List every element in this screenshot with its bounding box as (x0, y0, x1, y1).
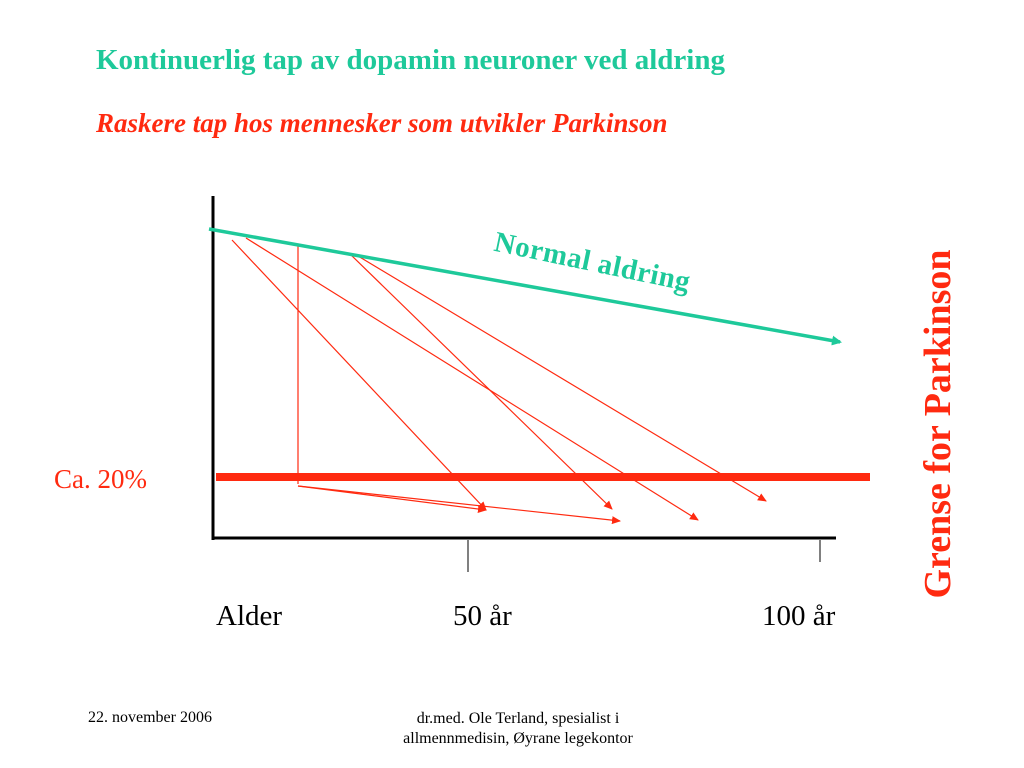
decline-arrow-3 (231, 239, 487, 511)
footer-author-line2: allmennmedisin, Øyrane legekontor (403, 730, 633, 747)
footer-author: dr.med. Ole Terland, spesialist i allmen… (368, 709, 668, 749)
footer-author-line1: dr.med. Ole Terland, spesialist i (416, 710, 620, 727)
footer-date: 22. november 2006 (88, 709, 212, 726)
decline-arrow-6 (357, 255, 767, 502)
slide-subtitle: Raskere tap hos mennesker som utvikler P… (96, 108, 668, 138)
decline-arrow-4 (245, 237, 699, 521)
x-label-50: 50 år (453, 600, 512, 632)
decline-arrow-2 (297, 485, 621, 525)
slide-title: Kontinuerlig tap av dopamin neuroner ved… (96, 44, 725, 76)
parkinson-threshold-vertical-label: Grense for Parkinson (917, 249, 959, 599)
decline-arrow-5 (349, 253, 613, 510)
normal-aging-line (208, 227, 842, 346)
x-label-start: Alder (216, 600, 283, 632)
threshold-label: Ca. 20% (54, 464, 147, 494)
x-label-100: 100 år (762, 600, 836, 632)
